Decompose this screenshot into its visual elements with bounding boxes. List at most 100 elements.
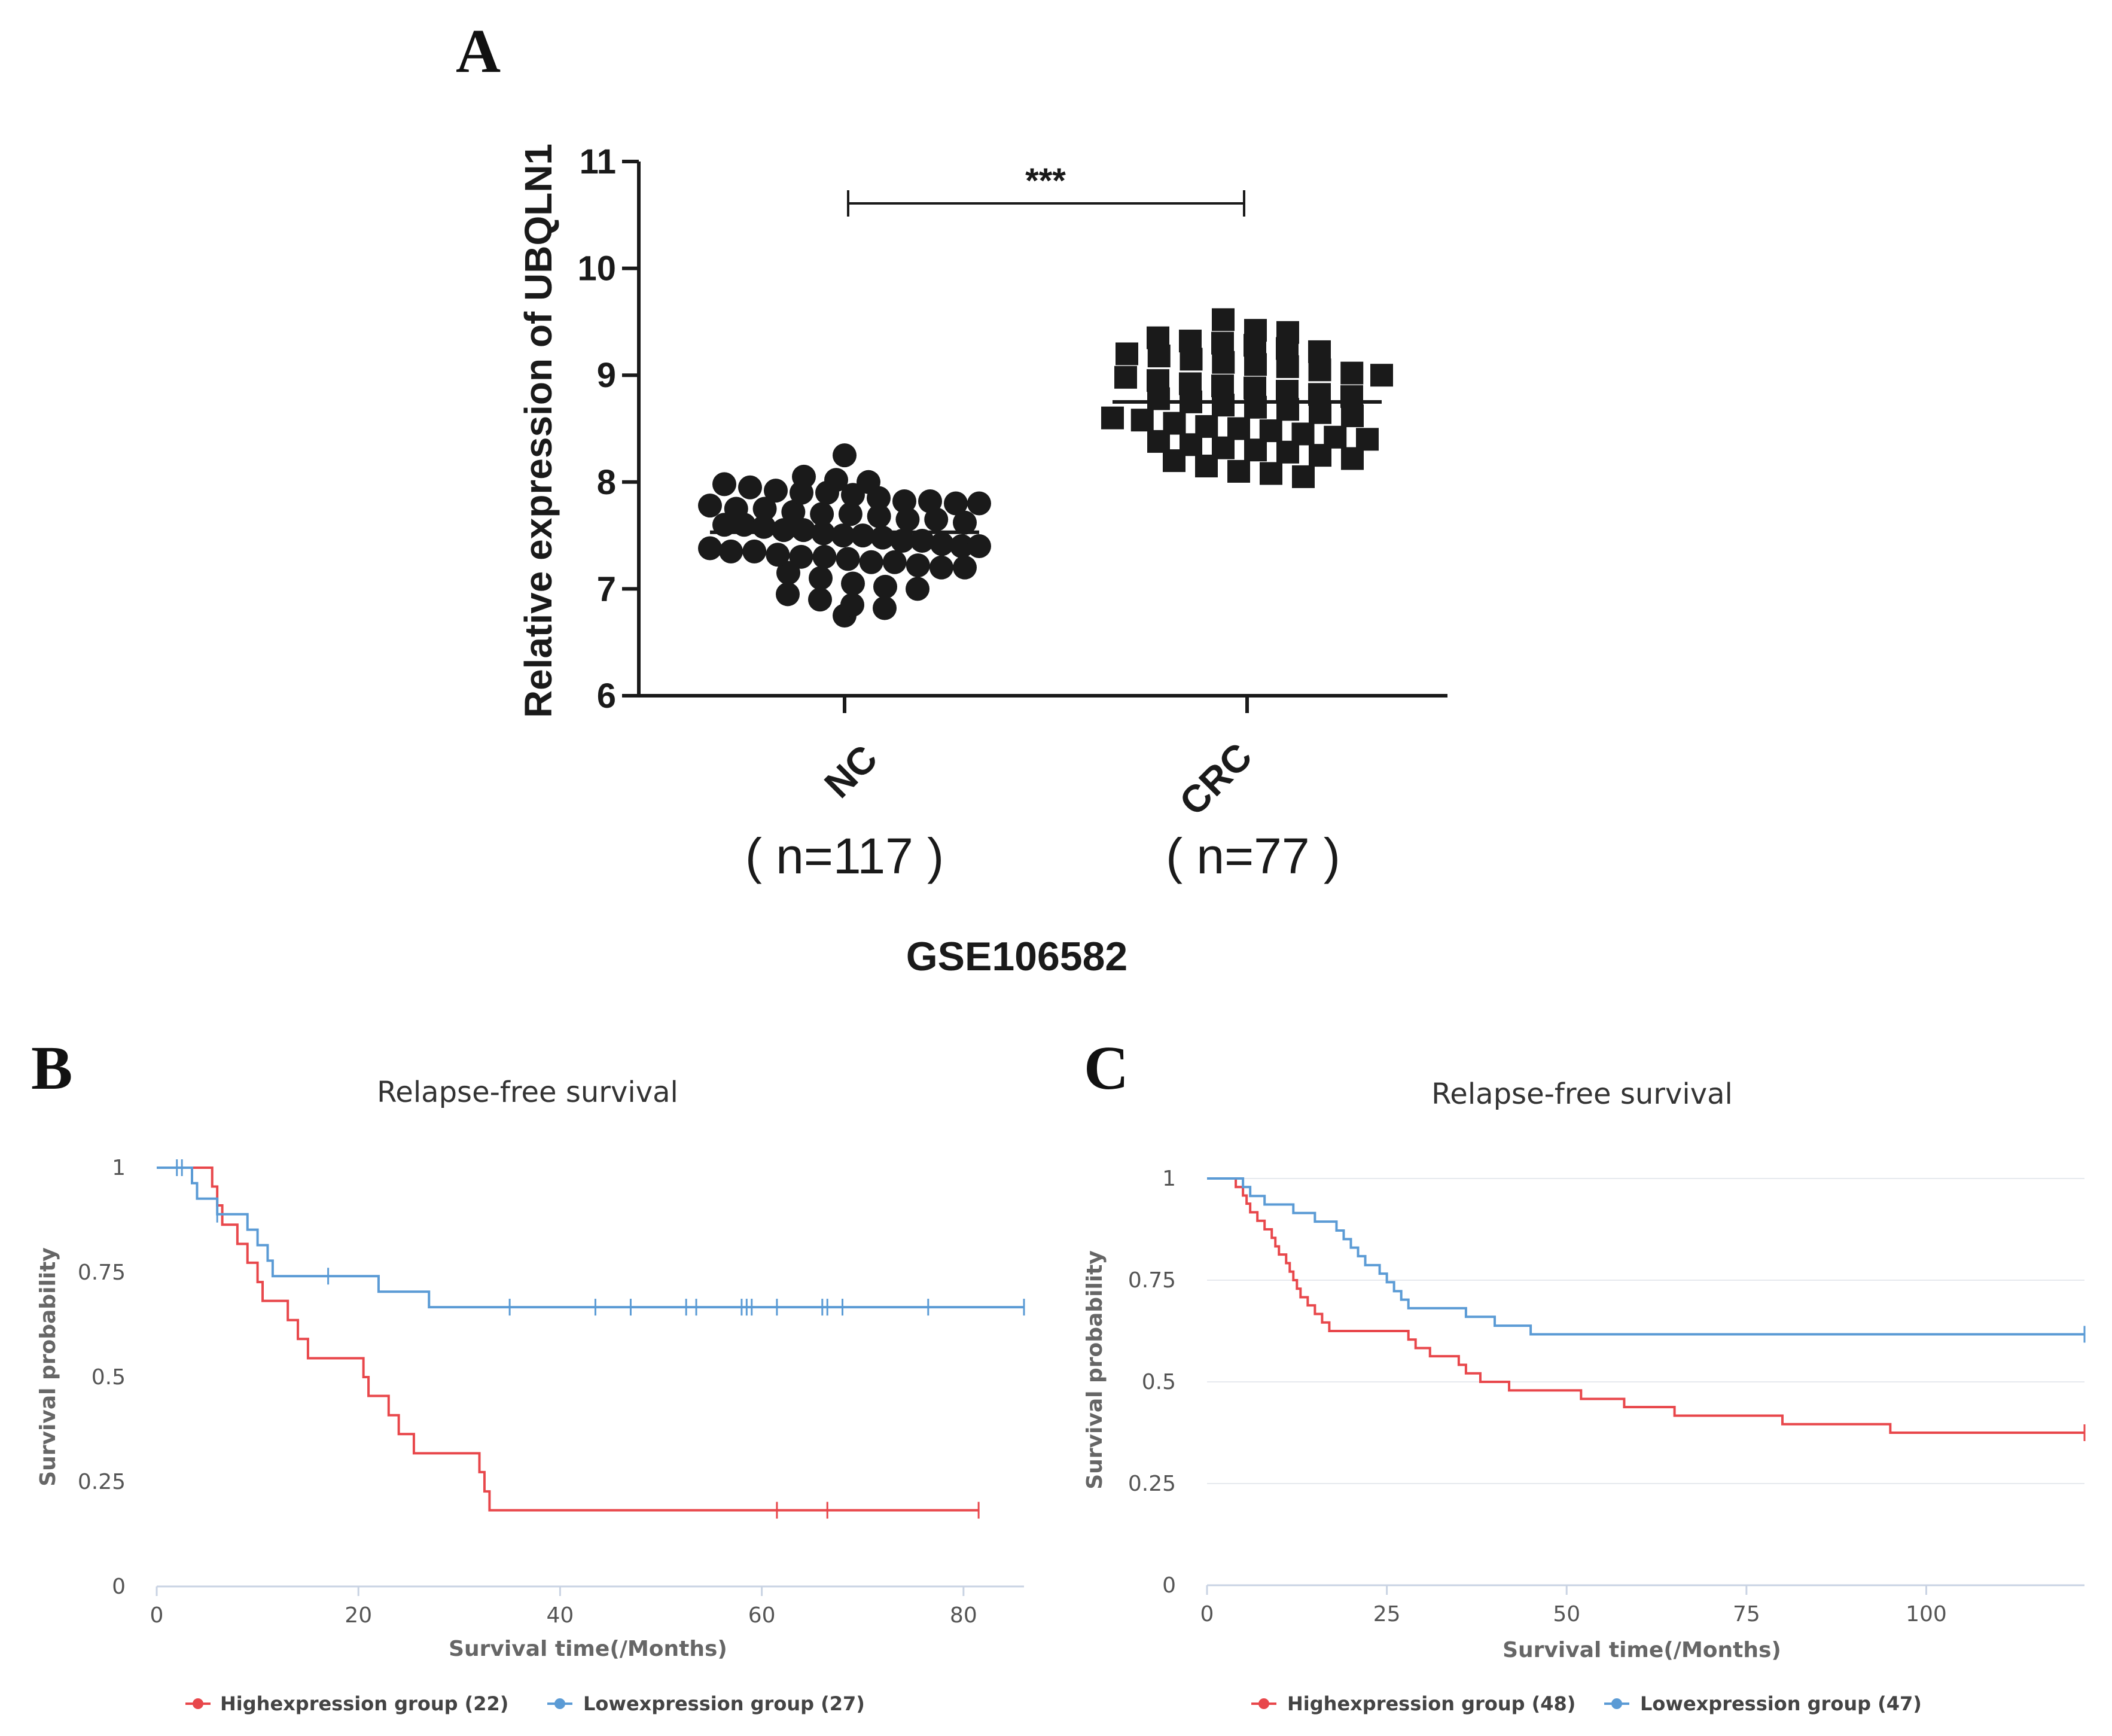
legend-item-low-c[interactable]: Lowexpression group (47) bbox=[1604, 1692, 1922, 1715]
survival-curve-high bbox=[157, 1167, 979, 1512]
panel-b-x-axis-label: Survival time(/Months) bbox=[449, 1637, 727, 1661]
nc-data-point bbox=[840, 593, 864, 617]
nc-data-point bbox=[953, 555, 977, 580]
crc-data-point bbox=[1163, 412, 1186, 435]
panel-b-x-ticks: 0 20 40 60 80 bbox=[150, 1586, 977, 1628]
panel-a-x-axis-label: GSE106582 bbox=[906, 934, 1128, 979]
legend-label-low: Lowexpression group (27) bbox=[583, 1692, 865, 1715]
y-tick-label: 0.25 bbox=[1128, 1472, 1176, 1496]
legend-item-low[interactable]: Lowexpression group (27) bbox=[547, 1692, 865, 1715]
nc-data-point bbox=[873, 574, 897, 599]
sample-size-crc: ( n=77 ) bbox=[1166, 828, 1340, 884]
nc-data-point bbox=[792, 464, 816, 489]
panel-b-legend: Highexpression group (22) Lowexpression … bbox=[185, 1692, 865, 1715]
nc-data-point bbox=[929, 555, 953, 580]
y-tick-label: 0 bbox=[1162, 1573, 1176, 1598]
nc-data-point bbox=[953, 510, 977, 535]
crc-data-point bbox=[1276, 321, 1299, 344]
y-tick-label: 0 bbox=[112, 1574, 126, 1599]
nc-data-point bbox=[712, 472, 736, 497]
nc-data-point bbox=[949, 534, 974, 558]
crc-data-point bbox=[1341, 447, 1364, 470]
legend-item-high-c[interactable]: Highexpression group (48) bbox=[1251, 1692, 1575, 1715]
crc-data-point bbox=[1179, 330, 1202, 353]
nc-data-point bbox=[841, 571, 865, 596]
nc-data-point bbox=[873, 596, 897, 620]
significance-stars: *** bbox=[1025, 162, 1066, 200]
legend-marker-low bbox=[554, 1698, 565, 1709]
y-tick-label: 0.5 bbox=[92, 1365, 126, 1390]
crc-data-point bbox=[1340, 385, 1363, 408]
crc-data-point bbox=[1147, 326, 1169, 349]
nc-data-point bbox=[719, 539, 743, 564]
x-tick-label: 25 bbox=[1373, 1602, 1401, 1627]
crc-data-point bbox=[1291, 422, 1315, 446]
crc-data-point bbox=[1211, 374, 1234, 398]
nc-data-point bbox=[910, 529, 934, 553]
nc-data-point bbox=[967, 491, 991, 516]
nc-data-point bbox=[906, 577, 929, 601]
panel-c-y-axis-label: Survival probability bbox=[1083, 1250, 1107, 1490]
nc-data-point bbox=[924, 507, 949, 532]
panel-c-x-axis-label: Survival time(/Months) bbox=[1503, 1638, 1781, 1662]
crc-data-point bbox=[1101, 406, 1124, 430]
nc-data-point bbox=[789, 544, 813, 569]
nc-data-point bbox=[764, 479, 788, 503]
x-tick-label: 80 bbox=[950, 1603, 977, 1628]
nc-data-point bbox=[772, 518, 796, 543]
y-tick-label: 1 bbox=[112, 1156, 126, 1180]
crc-data-point bbox=[1114, 366, 1137, 389]
crc-data-point bbox=[1276, 379, 1299, 403]
x-tick-label: 20 bbox=[345, 1603, 372, 1628]
x-tick-label: 0 bbox=[1200, 1602, 1214, 1627]
panel-letter-b: B bbox=[31, 1034, 72, 1102]
panel-c-x-ticks: 0 25 50 75 100 bbox=[1200, 1585, 1947, 1627]
x-tick-label: 50 bbox=[1553, 1602, 1580, 1627]
crc-data-point bbox=[1244, 376, 1266, 400]
survival-curve-low bbox=[1207, 1177, 2084, 1336]
crc-data-point bbox=[1244, 353, 1267, 376]
category-label-crc: CRC bbox=[1171, 735, 1260, 824]
nc-data-point bbox=[882, 550, 907, 574]
nc-data-point bbox=[698, 494, 722, 518]
nc-data-point bbox=[906, 553, 930, 578]
panel-c: C Relapse-free survival 0 0.25 0.5 0.75 1 0 2… bbox=[1083, 1034, 2086, 1715]
crc-data-point bbox=[1212, 308, 1235, 331]
panel-b-curves bbox=[157, 1159, 1025, 1519]
crc-data-point bbox=[1308, 340, 1331, 363]
legend-marker-high bbox=[193, 1698, 203, 1709]
crc-data-point bbox=[1211, 331, 1234, 355]
significance-bracket: *** bbox=[847, 162, 1245, 217]
y-tick-label: 11 bbox=[580, 142, 616, 181]
crc-data-point bbox=[1116, 342, 1138, 366]
legend-marker-low-c bbox=[1611, 1698, 1622, 1709]
crc-data-point bbox=[1341, 404, 1364, 428]
survival-curve-low bbox=[157, 1167, 1024, 1309]
legend-item-high[interactable]: Highexpression group (22) bbox=[185, 1692, 508, 1715]
nc-data-point bbox=[859, 550, 883, 574]
nc-data-point bbox=[810, 502, 834, 526]
crc-data-point bbox=[1340, 361, 1364, 385]
nc-data-point bbox=[752, 497, 777, 521]
nc-data-point bbox=[808, 587, 832, 612]
y-tick-label: 1 bbox=[1162, 1167, 1176, 1191]
crc-data-point bbox=[1244, 319, 1267, 342]
nc-data-point bbox=[918, 489, 942, 513]
panel-a-y-ticks: 6 7 8 9 10 11 bbox=[577, 142, 639, 715]
nc-data-point bbox=[738, 475, 762, 500]
crc-data-point bbox=[1370, 364, 1393, 387]
nc-data-point bbox=[944, 491, 968, 516]
crc-data-point bbox=[1227, 417, 1250, 440]
category-label-nc: NC bbox=[816, 736, 885, 806]
panel-a-data-points bbox=[698, 308, 1393, 628]
nc-data-point bbox=[857, 470, 880, 494]
category-crc: CRC ( n=77 ) bbox=[1166, 735, 1340, 884]
panel-b-title: Relapse-free survival bbox=[377, 1076, 678, 1109]
y-tick-label: 7 bbox=[597, 569, 616, 608]
y-tick-label: 10 bbox=[577, 249, 616, 288]
crc-data-point bbox=[1130, 409, 1154, 432]
crc-data-point bbox=[1195, 415, 1218, 438]
nc-data-point bbox=[833, 443, 857, 468]
nc-data-point bbox=[892, 489, 916, 513]
